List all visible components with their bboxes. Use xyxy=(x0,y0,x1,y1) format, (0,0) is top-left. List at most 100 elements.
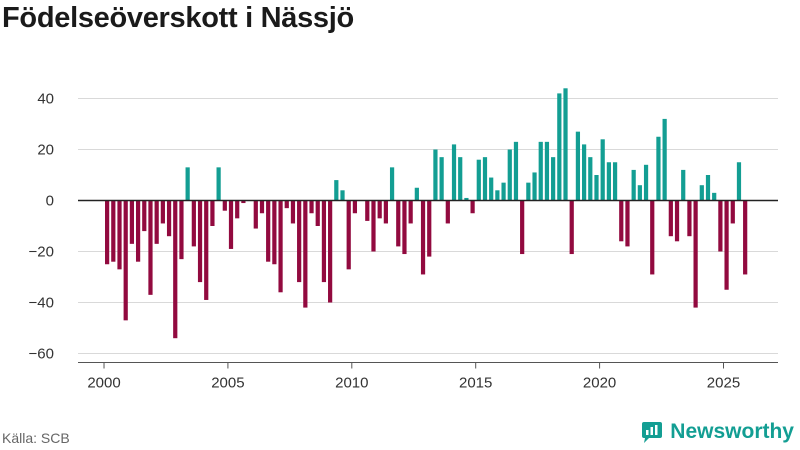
y-tick-label: 0 xyxy=(46,193,54,210)
bar xyxy=(228,200,234,249)
y-tick-label: −40 xyxy=(29,295,54,312)
bar xyxy=(396,200,401,247)
bar xyxy=(197,200,203,283)
bar xyxy=(321,200,327,283)
bar xyxy=(569,200,574,255)
bar xyxy=(259,200,265,214)
bar xyxy=(377,200,382,219)
bar xyxy=(730,200,735,224)
bar xyxy=(414,187,419,201)
bar xyxy=(495,190,500,201)
bar xyxy=(433,149,438,201)
bar xyxy=(204,200,209,300)
bar xyxy=(297,200,302,283)
bar xyxy=(111,200,116,262)
bar xyxy=(544,141,550,201)
bar xyxy=(489,177,494,201)
bar xyxy=(619,200,624,242)
bar xyxy=(402,200,407,255)
bar xyxy=(253,200,258,229)
y-tick-label: −20 xyxy=(29,244,54,261)
y-tick-label: 40 xyxy=(37,91,54,108)
bar xyxy=(612,162,618,201)
bar xyxy=(420,200,426,275)
bar xyxy=(160,200,165,224)
bar xyxy=(346,200,351,270)
bar xyxy=(427,200,432,257)
bar xyxy=(389,167,395,201)
bar xyxy=(241,200,246,204)
x-tick-label: 2020 xyxy=(583,375,616,392)
bar xyxy=(631,169,636,201)
bar xyxy=(235,200,240,219)
bar xyxy=(699,185,704,201)
bar xyxy=(105,200,110,265)
bar xyxy=(408,200,413,224)
bar xyxy=(650,200,655,275)
bar xyxy=(216,167,221,201)
bar xyxy=(736,162,742,201)
bar xyxy=(315,200,320,226)
y-tick-label: −60 xyxy=(29,346,54,363)
bar xyxy=(334,180,339,201)
bar xyxy=(693,200,698,308)
bar xyxy=(222,200,227,211)
bar xyxy=(594,175,599,201)
bar xyxy=(470,200,475,214)
bar xyxy=(148,200,153,295)
bar xyxy=(637,185,642,201)
bar xyxy=(365,200,370,221)
axes: 40 20 0 −20 −40 −60 2000 2005 2010 2015 2020 2025 xyxy=(29,91,778,392)
bar xyxy=(643,164,649,201)
bar xyxy=(513,141,519,201)
y-tick-label: 20 xyxy=(37,142,54,159)
bar xyxy=(600,139,605,201)
bar xyxy=(129,200,134,244)
bar xyxy=(328,200,333,303)
bar xyxy=(606,162,611,201)
bar xyxy=(284,200,289,209)
bar xyxy=(123,200,128,321)
bar xyxy=(266,200,271,262)
bar xyxy=(588,157,593,201)
bar xyxy=(482,157,488,201)
bar xyxy=(718,200,723,252)
bar xyxy=(352,200,358,214)
bar xyxy=(173,200,178,339)
bar xyxy=(154,200,159,244)
newsworthy-logo-icon xyxy=(642,422,663,443)
bar xyxy=(724,200,729,290)
bar xyxy=(712,192,717,201)
bar xyxy=(662,118,667,201)
bar xyxy=(383,200,388,224)
x-tick-label: 2025 xyxy=(707,375,740,392)
x-tick-label: 2005 xyxy=(211,375,244,392)
bar xyxy=(501,182,506,201)
bar xyxy=(303,200,308,308)
bar xyxy=(582,144,587,201)
brand-logo: Newsworthy xyxy=(640,420,794,444)
bar xyxy=(135,200,141,262)
bar xyxy=(476,159,481,201)
bar xyxy=(526,182,531,201)
bar xyxy=(278,200,283,293)
bar xyxy=(185,167,190,201)
bar xyxy=(166,200,172,237)
bar xyxy=(557,93,562,201)
bars xyxy=(105,88,748,339)
chart-title: Födelseöverskott i Nässjö xyxy=(2,2,354,34)
bar xyxy=(563,88,568,201)
bar xyxy=(625,200,630,247)
bar xyxy=(210,200,215,226)
brand-name: Newsworthy xyxy=(670,420,794,443)
bar xyxy=(674,200,680,242)
bar xyxy=(439,157,444,201)
bar xyxy=(551,157,556,201)
bar xyxy=(668,200,673,237)
bar xyxy=(340,190,345,201)
bar xyxy=(705,175,711,201)
bar xyxy=(532,172,537,201)
bar xyxy=(538,141,543,201)
source-note: Källa: SCB xyxy=(2,430,70,446)
